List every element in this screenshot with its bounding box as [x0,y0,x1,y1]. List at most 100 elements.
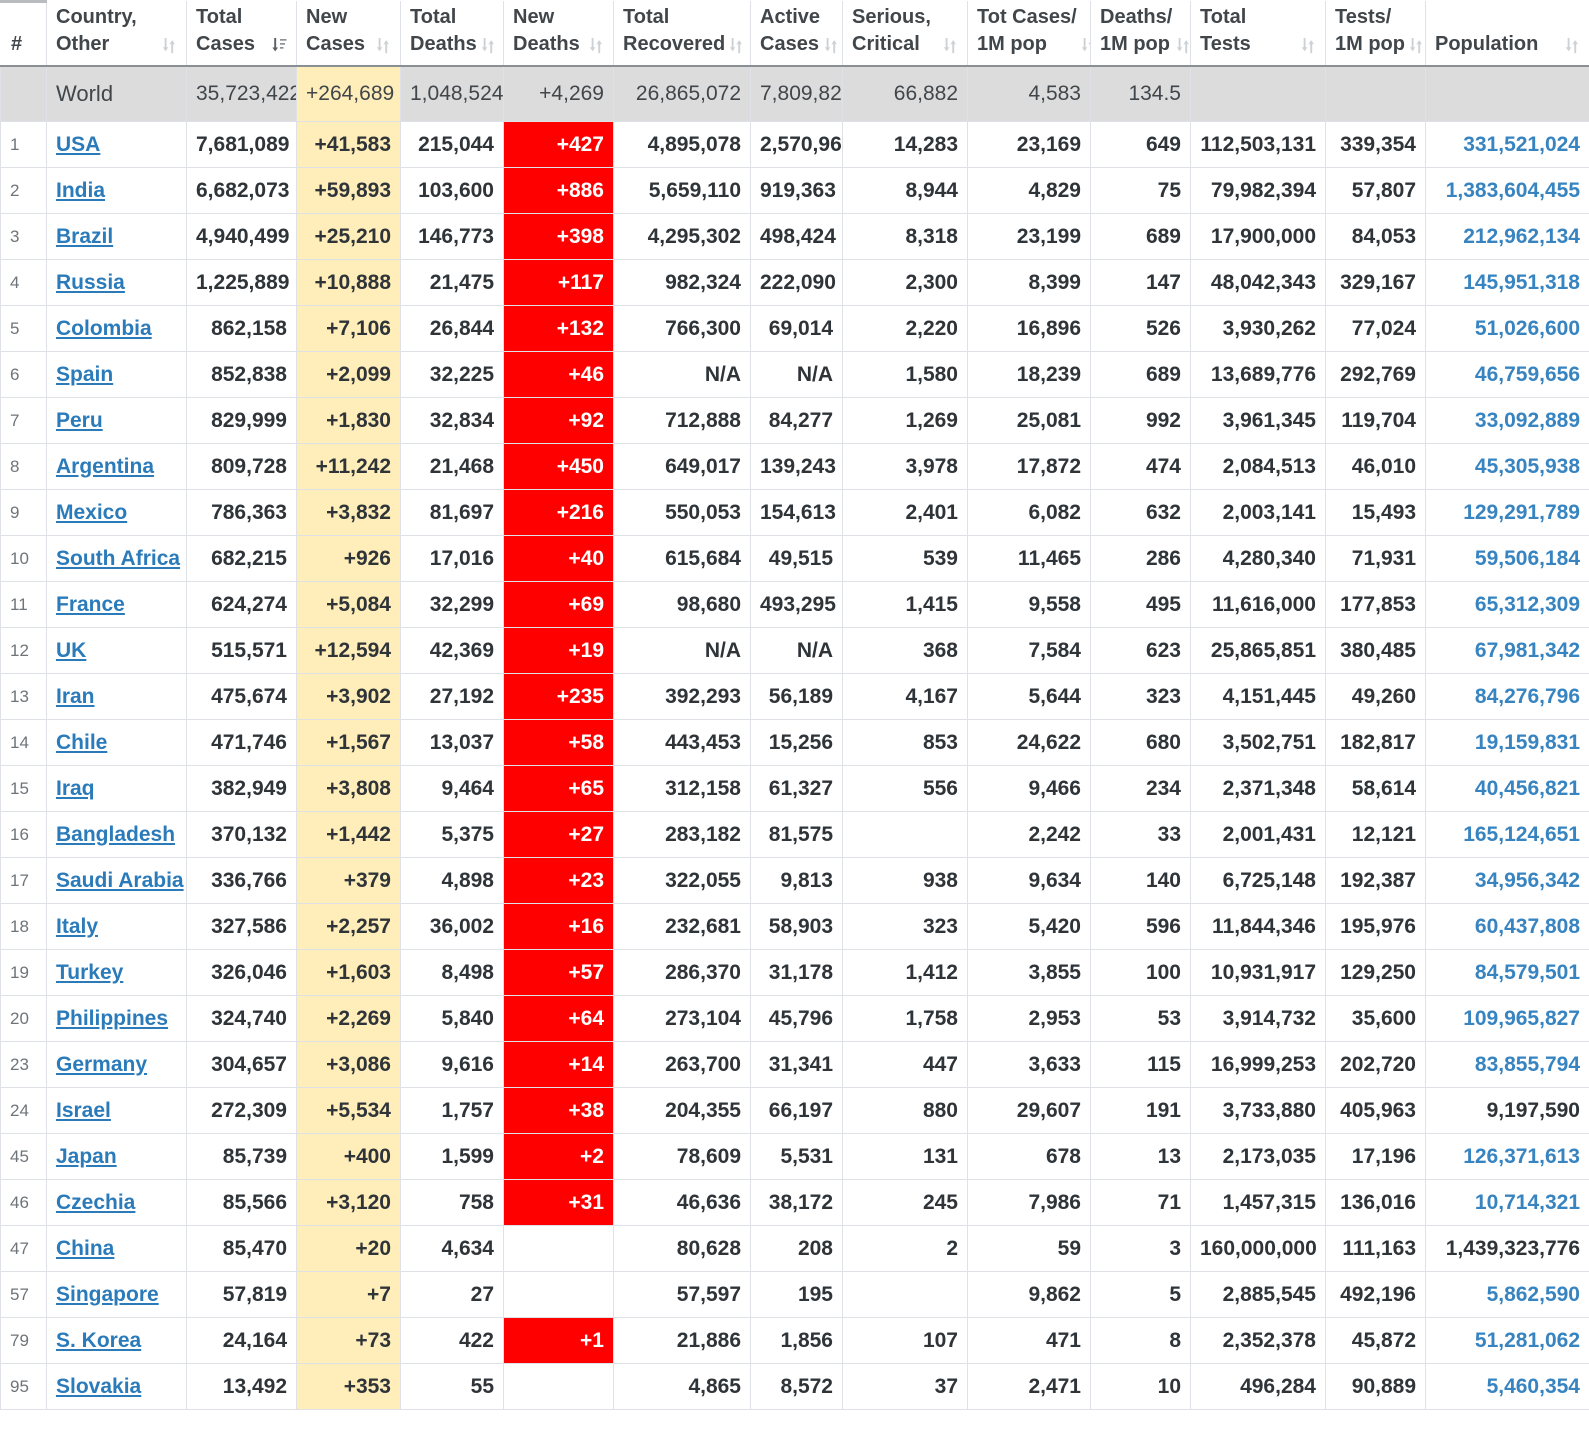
cell-deathsper1m: 323 [1090,673,1191,720]
cell-serious: 14,283 [842,121,968,168]
column-header-population[interactable]: Population [1425,1,1589,67]
population-link[interactable]: 60,437,808 [1474,914,1580,938]
sort-toggle-icon[interactable] [376,37,391,57]
country-link[interactable]: UK [56,638,87,662]
population-link[interactable]: 40,456,821 [1474,776,1580,800]
country-link[interactable]: China [56,1236,115,1260]
column-header-new-deaths[interactable]: New Deaths [503,1,614,67]
population-link[interactable]: 51,026,600 [1474,316,1580,340]
cell-totalcases: 13,492 [186,1363,297,1410]
country-link[interactable]: Slovakia [56,1374,142,1398]
sort-toggle-icon[interactable] [589,37,604,57]
country-link[interactable]: Colombia [56,316,152,340]
cell-newdeaths: +132 [503,305,614,352]
population-link[interactable]: 10,714,321 [1474,1190,1580,1214]
population-link[interactable]: 331,521,024 [1463,132,1580,156]
column-header-total-recovered[interactable]: Total Recovered [613,1,751,67]
population-link[interactable]: 84,276,796 [1474,684,1580,708]
cell-totaltests: 4,280,340 [1190,535,1326,582]
cell-country: Russia [46,259,187,306]
population-link[interactable]: 5,862,590 [1486,1282,1580,1306]
country-link[interactable]: Saudi Arabia [56,868,184,892]
sort-toggle-icon[interactable] [824,37,839,57]
country-link[interactable]: Turkey [56,960,124,984]
population-link[interactable]: 59,506,184 [1474,546,1580,570]
column-header-deaths-per-1m[interactable]: Deaths/1M pop [1090,1,1191,67]
column-header-country[interactable]: Country, Other [46,1,187,67]
country-link[interactable]: India [56,178,106,202]
cell-totaldeaths: 27 [400,1271,504,1318]
country-link[interactable]: Chile [56,730,108,754]
column-header-serious-critical[interactable]: Serious, Critical [842,1,968,67]
sort-toggle-icon[interactable] [481,37,496,57]
cell-population: 60,437,808 [1425,903,1589,950]
country-link[interactable]: Japan [56,1144,117,1168]
population-link[interactable]: 67,981,342 [1474,638,1580,662]
cell-totalcases: 852,838 [186,351,297,398]
country-link[interactable]: Spain [56,362,114,386]
sort-toggle-icon[interactable] [162,37,177,57]
population-link[interactable]: 129,291,789 [1463,500,1580,524]
column-header-total-cases[interactable]: Total Cases [186,1,297,67]
country-link[interactable]: Bangladesh [56,822,176,846]
country-link[interactable]: Russia [56,270,125,294]
column-header-tot-cases-per-1m[interactable]: Tot Cases/1M pop [967,1,1091,67]
cell-active: 5,531 [750,1133,843,1180]
population-link[interactable]: 5,460,354 [1486,1374,1580,1398]
cell-population: 59,506,184 [1425,535,1589,582]
country-link[interactable]: Israel [56,1098,111,1122]
country-link[interactable]: South Africa [56,546,181,570]
country-link[interactable]: Argentina [56,454,155,478]
country-link[interactable]: Philippines [56,1006,169,1030]
population-link[interactable]: 46,759,656 [1474,362,1580,386]
sort-toggle-icon[interactable] [943,37,958,57]
cell-testsper1m: 195,976 [1325,903,1426,950]
cell-newcases: +400 [296,1133,401,1180]
population-link[interactable]: 126,371,613 [1463,1144,1580,1168]
column-header-new-cases[interactable]: New Cases [296,1,401,67]
country-link[interactable]: Iraq [56,776,95,800]
sort-toggle-icon[interactable] [729,37,744,57]
country-link[interactable]: Singapore [56,1282,159,1306]
sort-descending-icon[interactable] [272,37,287,57]
country-link[interactable]: France [56,592,125,616]
country-link[interactable]: Mexico [56,500,128,524]
country-link[interactable]: Brazil [56,224,114,248]
country-link[interactable]: Germany [56,1052,148,1076]
population-link[interactable]: 165,124,651 [1463,822,1580,846]
country-link[interactable]: S. Korea [56,1328,142,1352]
sort-toggle-icon[interactable] [1409,37,1424,57]
sort-toggle-icon[interactable] [1176,37,1190,57]
cell-rank: 17 [0,857,47,904]
population-link[interactable]: 1,383,604,455 [1445,178,1580,202]
country-link[interactable]: Italy [56,914,99,938]
population-link[interactable]: 65,312,309 [1474,592,1580,616]
cell-serious: 938 [842,857,968,904]
population-link[interactable]: 45,305,938 [1474,454,1580,478]
population-link[interactable]: 212,962,134 [1463,224,1580,248]
country-link[interactable]: Czechia [56,1190,136,1214]
cell-country: Spain [46,351,187,398]
country-link[interactable]: Iran [56,684,95,708]
population-link[interactable]: 109,965,827 [1463,1006,1580,1030]
column-header-tests-per-1m[interactable]: Tests/1M pop [1325,1,1426,67]
sort-toggle-icon[interactable] [1301,37,1316,57]
column-header-active-cases[interactable]: Active Cases [750,1,843,67]
population-link[interactable]: 51,281,062 [1474,1328,1580,1352]
country-link[interactable]: USA [56,132,101,156]
table-header: # Country, Other Total Cases New Cases Total Dea… [0,0,1589,67]
population-link[interactable]: 19,159,831 [1474,730,1580,754]
cell-testsper1m: 329,167 [1325,259,1426,306]
sort-toggle-icon[interactable] [1565,37,1580,57]
sort-toggle-icon[interactable] [1081,37,1090,57]
population-link[interactable]: 34,956,342 [1474,868,1580,892]
column-header-total-deaths[interactable]: Total Deaths [400,1,504,67]
population-link[interactable]: 84,579,501 [1474,960,1580,984]
population-link[interactable]: 83,855,794 [1474,1052,1580,1076]
column-header-rank[interactable]: # [0,0,47,67]
population-link[interactable]: 33,092,889 [1474,408,1580,432]
population-link[interactable]: 145,951,318 [1463,270,1580,294]
country-link[interactable]: Peru [56,408,103,432]
column-header-total-tests[interactable]: Total Tests [1190,1,1326,67]
table-row: 47 China 85,470 +20 4,634 80,628 208 2 59 3 160,00… [0,1225,1589,1272]
